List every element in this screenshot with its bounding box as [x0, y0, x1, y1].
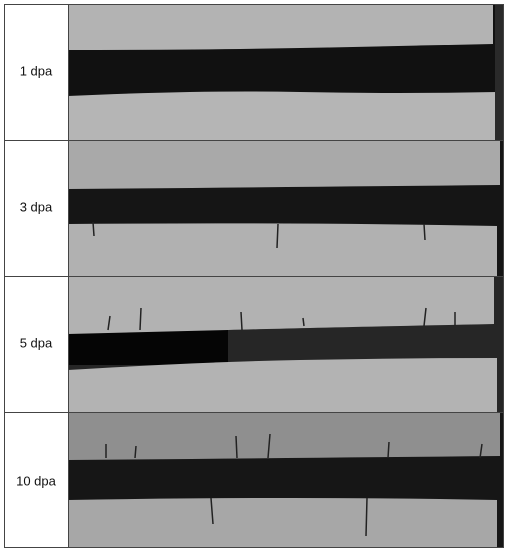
- row-label: 3 dpa: [20, 199, 53, 214]
- micrograph: [68, 4, 504, 140]
- micrograph: [68, 276, 504, 412]
- frame: [4, 4, 504, 548]
- row-label: 1 dpa: [20, 63, 53, 78]
- row-label: 10 dpa: [16, 473, 57, 488]
- micrograph: [68, 412, 504, 548]
- row-label: 5 dpa: [20, 335, 53, 350]
- micrograph: [68, 140, 504, 276]
